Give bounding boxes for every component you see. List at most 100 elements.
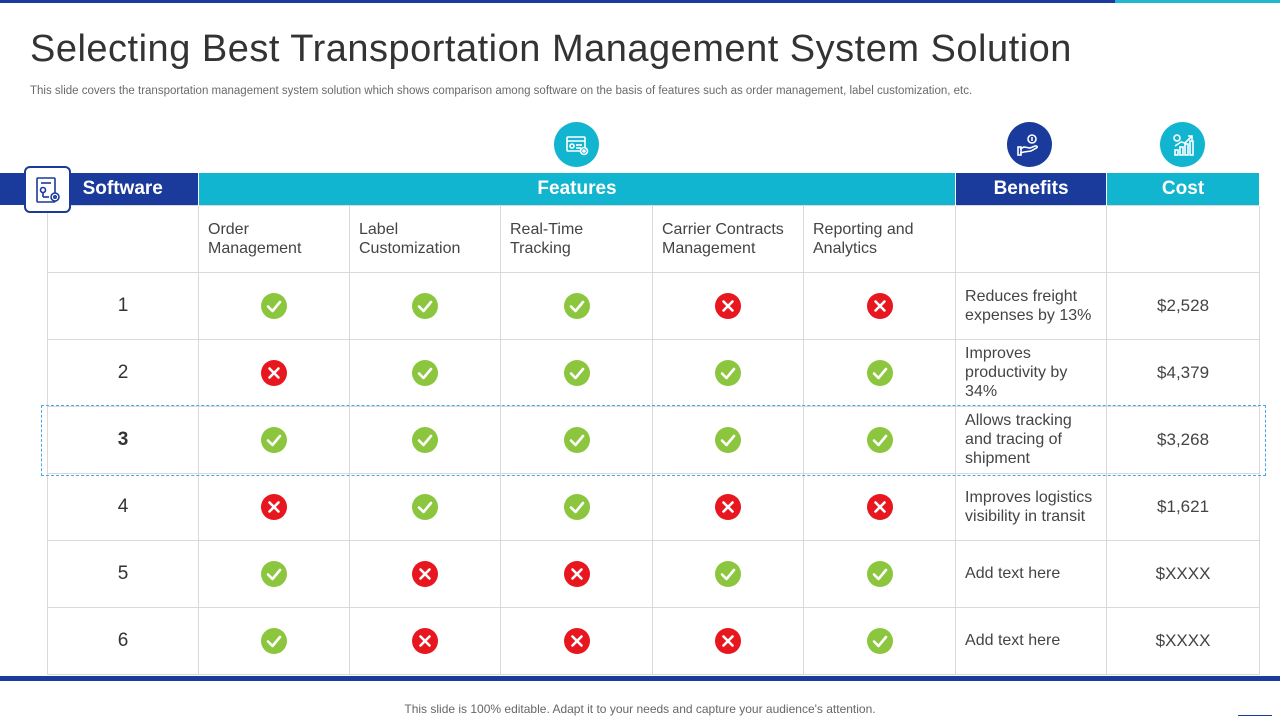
checkmark-icon: [563, 426, 590, 453]
bottom-accent-bar: [0, 676, 1280, 681]
feature-cell: [198, 606, 350, 675]
feature-cell: [652, 405, 804, 474]
benefit-cell: Improves logistics visibility in transit: [955, 472, 1108, 541]
cross-icon: [412, 560, 438, 587]
table-row: 5 Add text here $XXXX: [47, 539, 1261, 608]
feature-column-label: Order Management: [198, 204, 350, 273]
software-network-icon: [24, 166, 71, 213]
feature-column-label: Carrier Contracts Management: [652, 204, 804, 273]
header-cost: Cost: [1106, 173, 1261, 205]
software-number: 1: [47, 271, 199, 340]
checkmark-icon: [563, 359, 590, 386]
checkmark-icon: [715, 426, 741, 453]
feature-cell: [349, 539, 501, 608]
checkmark-icon: [866, 627, 893, 654]
feature-cell: [652, 338, 804, 407]
feature-cell: [198, 271, 350, 340]
feature-cell: [198, 539, 350, 608]
cross-icon: [563, 560, 590, 587]
feature-cell: [349, 271, 501, 340]
header-benefits: Benefits: [955, 173, 1108, 205]
feature-cell: [652, 271, 804, 340]
checkmark-icon: [715, 359, 741, 386]
feature-column-label: Label Customization: [349, 204, 501, 273]
feature-cell: [802, 271, 957, 340]
comparison-table: Software Features Benefits Cost Order Man…: [47, 173, 1261, 675]
cost-cell: $4,379: [1106, 338, 1261, 407]
cross-icon: [261, 493, 287, 520]
checkmark-icon: [866, 426, 893, 453]
feature-cell: [500, 338, 653, 407]
checkmark-icon: [261, 292, 287, 319]
cross-icon: [715, 292, 741, 319]
slide-footer: This slide is 100% editable. Adapt it to…: [404, 702, 876, 716]
feature-cell: [802, 539, 957, 608]
header-row: Software Features Benefits Cost: [47, 173, 1261, 205]
checkmark-icon: [261, 560, 287, 587]
feature-cell: [198, 472, 350, 541]
table-row: 2 Improves productivity by 34% $4,379: [47, 338, 1261, 407]
feature-cell: [652, 472, 804, 541]
cost-cell: $XXXX: [1106, 539, 1261, 608]
checkmark-icon: [261, 627, 287, 654]
cost-cell: $1,621: [1106, 472, 1261, 541]
feature-column-label: Real-Time Tracking: [500, 204, 653, 273]
benefit-cell: Improves productivity by 34%: [955, 338, 1108, 407]
feature-cell: [652, 539, 804, 608]
benefit-cell: Add text here: [955, 539, 1108, 608]
feature-cell: [349, 472, 501, 541]
feature-cell: [802, 405, 957, 474]
browser-settings-icon: [554, 122, 599, 167]
checkmark-icon: [412, 493, 438, 520]
cost-cell: $XXXX: [1106, 606, 1261, 675]
slide-title: Selecting Best Transportation Management…: [30, 28, 1072, 70]
software-number: 5: [47, 539, 199, 608]
feature-cell: [500, 405, 653, 474]
benefit-cell: Add text here: [955, 606, 1108, 675]
empty-cell: [955, 204, 1108, 273]
empty-cell: [1106, 204, 1261, 273]
growth-chart-icon: [1160, 122, 1205, 167]
top-accent-bar-right: [1115, 0, 1280, 3]
slide-subtitle: This slide covers the transportation man…: [30, 85, 973, 97]
checkmark-icon: [563, 493, 590, 520]
feature-cell: [500, 606, 653, 675]
cross-icon: [715, 493, 741, 520]
table-row: 6 Add text here $XXXX: [47, 606, 1261, 675]
header-features: Features: [198, 173, 957, 205]
feature-cell: [802, 338, 957, 407]
feature-cell: [652, 606, 804, 675]
checkmark-icon: [563, 292, 590, 319]
cross-icon: [866, 493, 893, 520]
cross-icon: [715, 627, 741, 654]
feature-column-label: Reporting and Analytics: [802, 204, 957, 273]
feature-cell: [198, 405, 350, 474]
cross-icon: [412, 627, 438, 654]
cross-icon: [866, 292, 893, 319]
checkmark-icon: [412, 426, 438, 453]
software-number: 4: [47, 472, 199, 541]
checkmark-icon: [866, 560, 893, 587]
top-accent-bar: [0, 0, 1115, 3]
benefit-cell: Reduces freight expenses by 13%: [955, 271, 1108, 340]
software-number: 3: [47, 405, 199, 474]
feature-cell: [349, 606, 501, 675]
feature-cell: [349, 405, 501, 474]
checkmark-icon: [412, 292, 438, 319]
feature-cell: [500, 539, 653, 608]
feature-cell: [500, 271, 653, 340]
checkmark-icon: [261, 426, 287, 453]
header-software: Software: [47, 173, 199, 205]
checkmark-icon: [715, 560, 741, 587]
software-number: 2: [47, 338, 199, 407]
feature-cell: [500, 472, 653, 541]
table-row: 3 Allows tracking and tracing of shipment…: [47, 405, 1261, 474]
empty-cell: [47, 204, 199, 273]
cost-cell: $3,268: [1106, 405, 1261, 474]
feature-subheader-row: Order Management Label Customization Real-…: [47, 204, 1261, 273]
benefit-cell: Allows tracking and tracing of shipment: [955, 405, 1108, 474]
checkmark-icon: [866, 359, 893, 386]
cross-icon: [261, 359, 287, 386]
hand-money-icon: [1007, 122, 1052, 167]
table-row: 4 Improves logistics visibility in transi…: [47, 472, 1261, 541]
